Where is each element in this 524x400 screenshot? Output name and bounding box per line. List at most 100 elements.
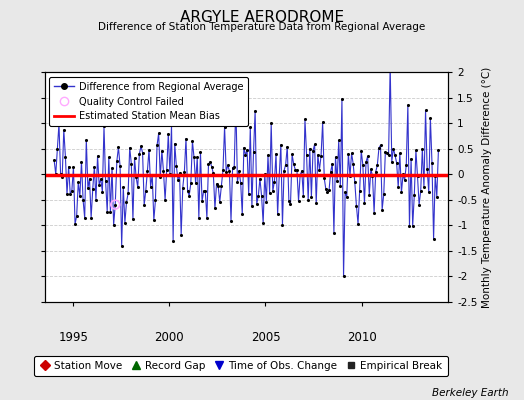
Point <box>106 209 115 215</box>
Point <box>423 166 431 172</box>
Point <box>349 161 357 167</box>
Point <box>66 191 74 197</box>
Point <box>185 192 193 199</box>
Point <box>58 174 67 180</box>
Point <box>176 170 184 176</box>
Point <box>379 191 388 198</box>
Point <box>424 189 433 196</box>
Point <box>90 164 99 170</box>
Point <box>388 158 396 165</box>
Point <box>336 183 344 190</box>
Point <box>277 142 285 148</box>
Point <box>169 238 177 244</box>
Point <box>61 153 70 160</box>
Point <box>434 147 443 154</box>
Point <box>77 159 85 165</box>
Point <box>177 232 185 238</box>
Point <box>241 152 249 158</box>
Point <box>95 182 103 188</box>
Point <box>158 148 166 154</box>
Point <box>357 148 365 154</box>
Point <box>256 176 264 182</box>
Point <box>236 179 245 186</box>
Point <box>281 161 290 168</box>
Point <box>346 173 354 179</box>
Point <box>307 194 315 200</box>
Point <box>114 144 123 150</box>
Point <box>239 144 248 151</box>
Point <box>132 174 140 181</box>
Point <box>50 157 58 164</box>
Point <box>84 185 92 192</box>
Point <box>68 188 76 194</box>
Point <box>191 180 200 186</box>
Point <box>161 197 169 203</box>
Point <box>365 192 374 198</box>
Point <box>75 193 84 199</box>
Point <box>429 236 438 242</box>
Point <box>117 242 126 249</box>
Point <box>391 152 399 158</box>
Point <box>322 186 330 193</box>
Point <box>301 116 309 122</box>
Point <box>331 154 340 160</box>
Point <box>111 202 119 208</box>
Point <box>418 145 427 152</box>
Point <box>270 178 279 185</box>
Point <box>396 150 404 156</box>
Point <box>63 191 71 197</box>
Point <box>392 160 401 166</box>
Point <box>405 223 413 230</box>
Point <box>288 151 296 158</box>
Point <box>358 162 367 168</box>
Legend: Difference from Regional Average, Quality Control Failed, Estimated Station Mean: Difference from Regional Average, Qualit… <box>49 77 248 126</box>
Point <box>203 214 211 221</box>
Point <box>209 170 217 176</box>
Point <box>246 124 255 130</box>
Point <box>148 172 157 178</box>
Point <box>121 220 129 226</box>
Point <box>219 167 227 174</box>
Point <box>193 154 201 160</box>
Point <box>110 222 118 228</box>
Point <box>164 130 172 137</box>
Point <box>341 189 350 196</box>
Point <box>351 179 359 186</box>
Point <box>254 192 263 199</box>
Point <box>156 174 165 180</box>
Point <box>172 163 181 169</box>
Point <box>153 142 161 148</box>
Point <box>141 187 150 194</box>
Point <box>51 171 60 178</box>
Point <box>57 171 65 177</box>
Point <box>304 197 312 203</box>
Point <box>200 188 208 194</box>
Point <box>79 197 88 203</box>
Point <box>206 158 214 165</box>
Point <box>317 153 325 159</box>
Point <box>402 162 410 168</box>
Point <box>330 230 338 236</box>
Point <box>319 119 327 125</box>
Point <box>352 202 361 209</box>
Point <box>225 168 234 174</box>
Point <box>312 200 320 206</box>
Point <box>212 180 221 187</box>
Point <box>71 221 79 227</box>
Point <box>208 164 216 170</box>
Point <box>325 187 333 193</box>
Point <box>259 220 267 226</box>
Point <box>381 149 389 155</box>
Point <box>92 196 100 203</box>
Point <box>221 124 229 130</box>
Point <box>116 163 124 169</box>
Point <box>409 223 417 229</box>
Point <box>188 138 196 144</box>
Point <box>108 164 116 171</box>
Point <box>135 151 144 157</box>
Point <box>180 168 189 175</box>
Text: Difference of Station Temperature Data from Regional Average: Difference of Station Temperature Data f… <box>99 22 425 32</box>
Point <box>400 177 409 184</box>
Point <box>415 202 423 208</box>
Point <box>96 176 105 182</box>
